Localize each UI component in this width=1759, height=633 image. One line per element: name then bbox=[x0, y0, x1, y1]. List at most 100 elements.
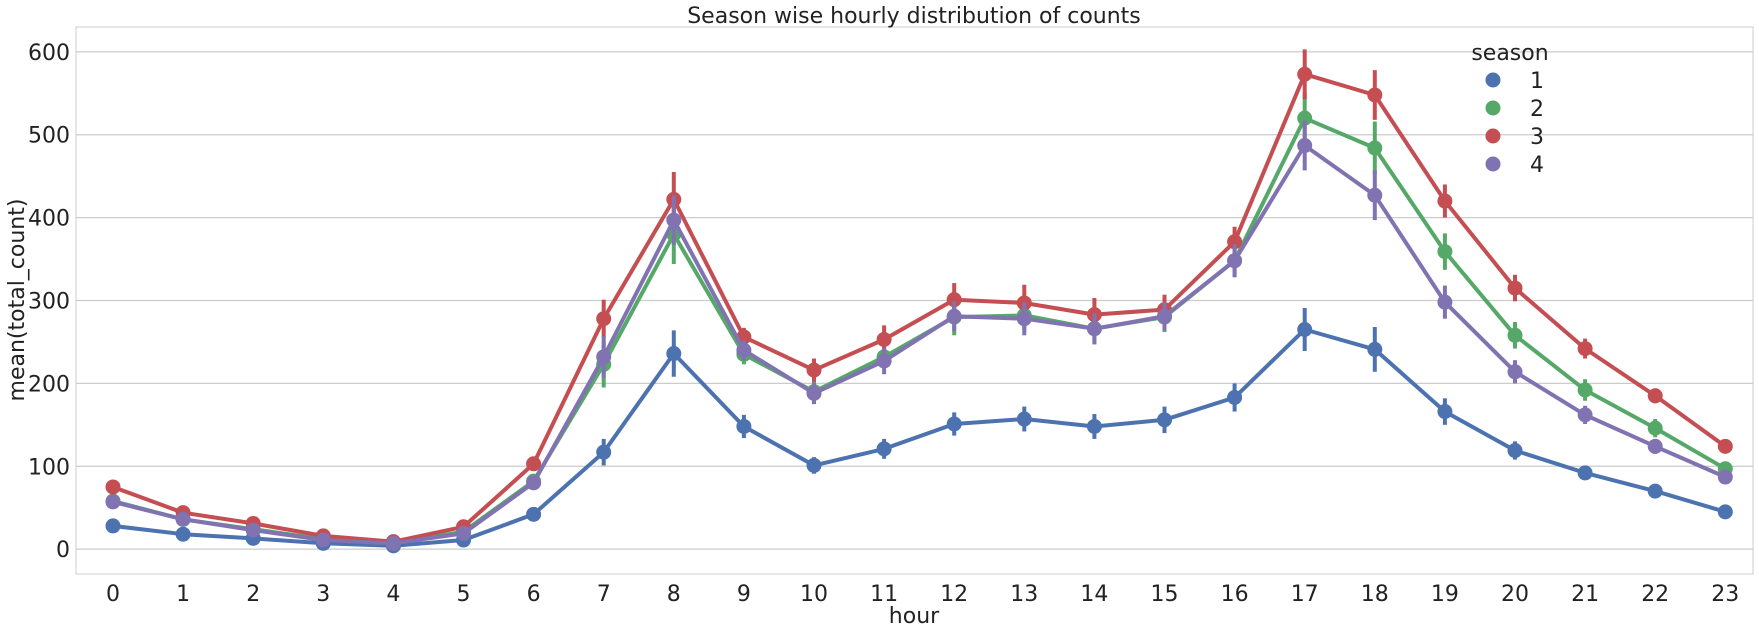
x-tick-label: 20 bbox=[1501, 582, 1529, 607]
data-point bbox=[946, 416, 962, 432]
x-tick-label: 21 bbox=[1571, 582, 1599, 607]
data-point bbox=[1016, 411, 1032, 427]
data-point bbox=[946, 308, 962, 324]
data-point bbox=[526, 475, 542, 491]
grid-lines bbox=[76, 51, 1753, 550]
x-tick-label: 6 bbox=[527, 582, 541, 607]
data-point bbox=[1507, 280, 1523, 296]
data-point bbox=[385, 535, 401, 551]
x-tick-label: 12 bbox=[940, 582, 968, 607]
data-point bbox=[1717, 504, 1733, 520]
data-point bbox=[1297, 138, 1313, 154]
data-point bbox=[1086, 321, 1102, 337]
x-tick-label: 17 bbox=[1291, 582, 1319, 607]
data-point bbox=[1717, 469, 1733, 485]
y-axis-label: mean(total_count) bbox=[5, 199, 30, 402]
y-tick-labels: 0 100 200 300 400 500 600 bbox=[28, 41, 70, 563]
data-point bbox=[175, 511, 191, 527]
data-point bbox=[1157, 308, 1172, 324]
data-point bbox=[1367, 341, 1383, 357]
y-tick-label: 500 bbox=[28, 124, 70, 149]
legend-item: 2 bbox=[1485, 97, 1544, 122]
data-point bbox=[105, 518, 121, 534]
data-point bbox=[1297, 322, 1313, 338]
x-tick-label: 15 bbox=[1151, 582, 1179, 607]
legend-label: 1 bbox=[1530, 69, 1544, 94]
chart-title: Season wise hourly distribution of count… bbox=[687, 4, 1141, 29]
data-point bbox=[596, 444, 612, 460]
x-tick-label: 2 bbox=[246, 582, 260, 607]
data-point bbox=[1577, 382, 1593, 398]
series-line bbox=[112, 327, 1726, 548]
legend-label: 4 bbox=[1530, 153, 1544, 178]
data-point bbox=[1507, 364, 1523, 380]
data-point bbox=[946, 292, 962, 308]
data-point bbox=[666, 346, 682, 362]
data-point bbox=[1227, 253, 1243, 269]
data-point bbox=[105, 494, 121, 510]
data-point bbox=[1367, 87, 1383, 103]
data-point bbox=[1647, 438, 1663, 454]
legend-marker bbox=[1485, 128, 1501, 144]
legend-item: 4 bbox=[1485, 153, 1544, 178]
legend-item: 1 bbox=[1485, 69, 1544, 94]
series-4 bbox=[105, 120, 1733, 551]
data-point bbox=[1577, 465, 1593, 481]
data-point bbox=[315, 532, 331, 548]
series-line bbox=[112, 72, 1727, 544]
x-tick-label: 22 bbox=[1641, 582, 1669, 607]
data-point bbox=[596, 349, 612, 365]
x-tick-label: 8 bbox=[667, 582, 681, 607]
legend-marker bbox=[1485, 156, 1501, 172]
y-tick-label: 600 bbox=[28, 41, 70, 66]
x-tick-label: 3 bbox=[316, 582, 330, 607]
x-tick-label: 4 bbox=[386, 582, 400, 607]
data-point bbox=[736, 418, 752, 434]
x-tick-label: 1 bbox=[176, 582, 190, 607]
data-point bbox=[876, 331, 892, 347]
legend-title: season bbox=[1471, 41, 1548, 66]
data-point bbox=[105, 479, 121, 495]
x-tick-labels: 0 1 2 3 4 5 6 7 8 9 10 11 12 13 14 15 16 17 18 19 20 21 22 23 bbox=[106, 582, 1739, 607]
data-point bbox=[456, 525, 471, 541]
x-tick-label: 14 bbox=[1080, 582, 1108, 607]
x-tick-label: 0 bbox=[106, 582, 120, 607]
x-tick-label: 16 bbox=[1221, 582, 1249, 607]
legend-item: 3 bbox=[1485, 125, 1544, 150]
data-point bbox=[1367, 140, 1383, 156]
y-tick-label: 100 bbox=[28, 455, 70, 480]
data-point bbox=[1717, 438, 1733, 454]
data-point bbox=[526, 506, 542, 522]
data-point bbox=[806, 362, 822, 378]
data-point bbox=[526, 456, 542, 472]
y-tick-label: 0 bbox=[56, 538, 70, 563]
data-point bbox=[1507, 443, 1523, 459]
data-point bbox=[1227, 389, 1243, 405]
data-point bbox=[1297, 110, 1313, 126]
data-point bbox=[1437, 244, 1453, 260]
data-point bbox=[1437, 193, 1453, 209]
x-tick-label: 5 bbox=[457, 582, 471, 607]
data-point bbox=[1577, 407, 1593, 423]
x-tick-label: 9 bbox=[737, 582, 751, 607]
data-point bbox=[806, 385, 822, 401]
legend-marker bbox=[1485, 100, 1501, 116]
data-point bbox=[806, 457, 822, 473]
legend-label: 2 bbox=[1530, 97, 1544, 122]
data-point bbox=[175, 526, 191, 542]
data-point bbox=[1227, 234, 1243, 250]
data-point bbox=[1086, 418, 1102, 434]
data-point bbox=[1507, 327, 1523, 343]
data-point bbox=[1016, 311, 1032, 327]
y-tick-label: 300 bbox=[28, 290, 70, 315]
x-tick-label: 7 bbox=[597, 582, 611, 607]
data-point bbox=[1367, 187, 1383, 203]
x-tick-label: 23 bbox=[1711, 582, 1739, 607]
y-tick-label: 200 bbox=[28, 372, 70, 397]
data-point bbox=[1647, 388, 1663, 404]
x-tick-label: 19 bbox=[1431, 582, 1459, 607]
data-point bbox=[596, 311, 612, 327]
data-point bbox=[245, 522, 261, 538]
x-tick-label: 18 bbox=[1361, 582, 1389, 607]
